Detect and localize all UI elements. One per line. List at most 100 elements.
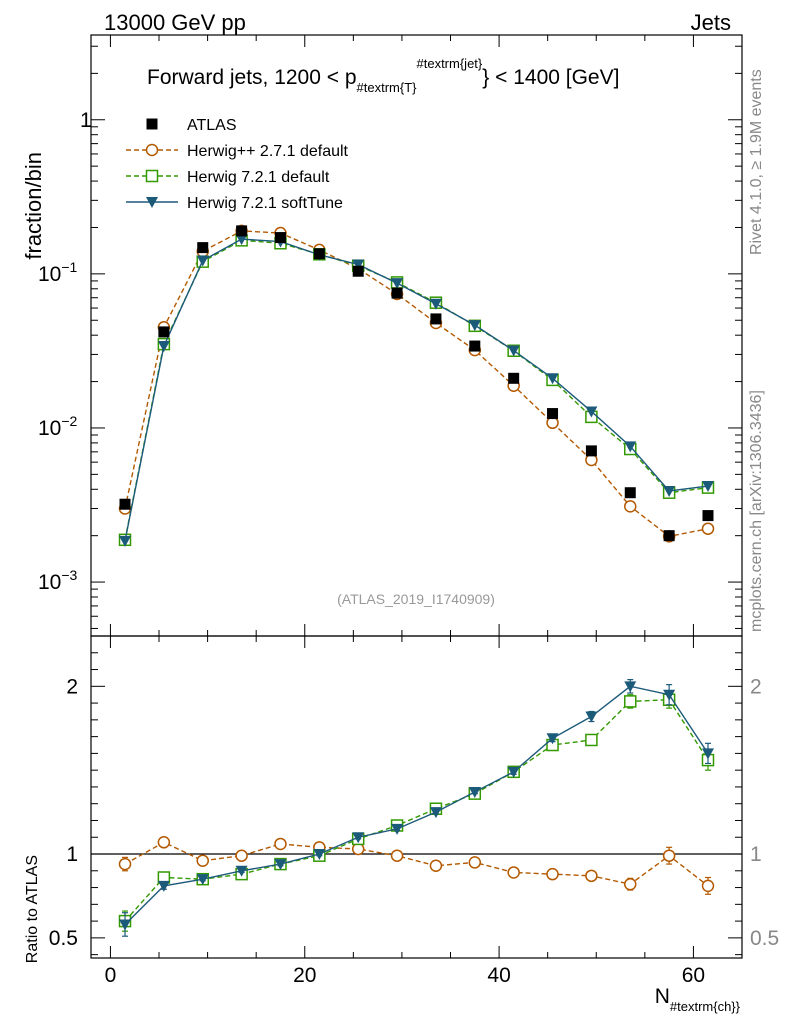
ratio-data-point (546, 867, 559, 881)
ratio-y-tick-label-right: 2 (750, 675, 762, 698)
main-data-point (158, 326, 170, 338)
ratio-series-1 (118, 690, 715, 932)
mcplots-label: mcplots.cern.ch [arXiv:1306.3436] (748, 390, 765, 632)
ratio-data-point (157, 836, 171, 849)
ratio-data-point (429, 807, 442, 819)
legend-entry: Herwig 7.2.1 default (126, 169, 330, 186)
ratio-data-point (274, 859, 287, 871)
ratio-data-point (391, 823, 404, 835)
legend-label: ATLAS (187, 117, 237, 134)
ratio-data-point (119, 919, 132, 931)
legend-label: Herwig++ 2.7.1 default (187, 143, 349, 160)
main-data-point (624, 441, 637, 453)
ratio-series-layer (118, 679, 715, 937)
header-right: Jets (691, 10, 731, 35)
x-tick-label: 0 (105, 964, 117, 987)
ratio-series-line (124, 699, 709, 922)
main-data-point (119, 535, 132, 547)
main-data-point (507, 345, 520, 357)
main-axes: 10−3 10−2 10−1 1 (38, 35, 742, 636)
legend: ATLAS Herwig++ 2.7.1 default Herwig 7.2.1 … (126, 117, 349, 212)
x-axis-label-main: N (655, 985, 670, 1008)
main-data-point (547, 408, 559, 420)
main-series-0 (119, 225, 714, 542)
x-axis-label: N#textrm{ch}} (655, 985, 741, 1014)
chart-title-sup: #textrm{jet} (417, 56, 483, 71)
main-data-point (624, 487, 636, 499)
ratio-data-point (274, 837, 287, 851)
ratio-data-point (235, 865, 248, 877)
ratio-data-point (624, 877, 637, 891)
legend-marker (146, 118, 158, 130)
legend-marker (145, 169, 159, 183)
main-data-point (352, 259, 365, 271)
x-tick-label: 60 (682, 964, 705, 987)
ratio-data-point (468, 856, 482, 869)
main-data-point (469, 340, 481, 352)
main-data-point (157, 341, 170, 353)
main-data-point (701, 481, 714, 493)
legend-marker (145, 143, 159, 157)
header-left: 13000 GeV pp (104, 10, 246, 35)
main-data-point (701, 522, 715, 535)
legend-entry: Herwig 7.2.1 softTune (126, 195, 343, 212)
x-axis-label-close: } (736, 999, 741, 1014)
ratio-data-point (313, 849, 326, 861)
analysis-watermark: (ATLAS_2019_I1740909) (337, 591, 495, 607)
ratio-y-tick-label-right: 0.5 (750, 927, 779, 950)
ratio-axes: 0 20 40 60 0.5 0.5 1 1 2 2 (49, 635, 779, 987)
main-data-point (429, 298, 442, 310)
ratio-y-axis-label: Ratio to ATLAS (24, 855, 41, 963)
main-data-point (197, 242, 209, 254)
ratio-data-point (196, 874, 209, 886)
ratio-data-point (118, 857, 132, 871)
ratio-data-point (663, 689, 676, 701)
x-tick-label: 40 (487, 964, 510, 987)
main-data-point (391, 278, 404, 290)
main-data-point (236, 225, 248, 237)
x-tick-label: 20 (293, 964, 316, 987)
main-y-tick-label: 10−1 (38, 259, 78, 286)
ratio-series-2 (119, 679, 714, 937)
ratio-data-point (468, 786, 481, 798)
ratio-data-point (157, 880, 170, 892)
ratio-y-tick-label: 0.5 (49, 927, 78, 950)
ratio-data-point (352, 832, 365, 844)
main-data-point (468, 320, 481, 332)
ratio-series-line (124, 685, 709, 925)
main-y-tick-label: 10−3 (38, 567, 78, 594)
legend-entry: ATLAS (146, 117, 237, 134)
ratio-data-point (585, 733, 598, 747)
ratio-data-point (624, 695, 637, 708)
ratio-y-tick-label-right: 1 (750, 843, 762, 866)
ratio-data-point (701, 748, 714, 760)
ratio-data-point (390, 849, 404, 862)
ratio-data-point (585, 711, 598, 723)
x-axis-label-sub: #textrm{ch} (670, 999, 736, 1014)
ratio-data-point (662, 849, 676, 862)
ratio-data-point (585, 869, 598, 883)
ratio-y-tick-label: 1 (66, 843, 78, 866)
ratio-data-point (624, 681, 637, 693)
main-y-tick-label: 1 (80, 109, 92, 132)
main-data-point (391, 287, 403, 299)
main-data-point (196, 255, 209, 267)
main-series-line (124, 239, 709, 540)
main-data-point (585, 445, 597, 457)
legend-label: Herwig 7.2.1 softTune (187, 195, 343, 212)
main-y-axis-label: fraction/bin (21, 152, 46, 260)
ratio-y-tick-label: 2 (66, 675, 78, 698)
ratio-series-0 (118, 836, 715, 895)
ratio-series-line (124, 841, 709, 887)
chart-title-main: Forward jets, 1200 < p (147, 66, 357, 89)
ratio-data-point (235, 849, 248, 862)
chart-title-rest: } < 1400 [GeV] (482, 66, 619, 89)
main-series-0 (118, 224, 715, 543)
ratio-data-point (507, 766, 520, 778)
main-data-point (352, 265, 364, 277)
ratio-data-point (429, 859, 443, 873)
legend-marker (146, 197, 158, 208)
main-data-point (585, 406, 598, 418)
legend-label: Herwig 7.2.1 default (187, 169, 330, 186)
